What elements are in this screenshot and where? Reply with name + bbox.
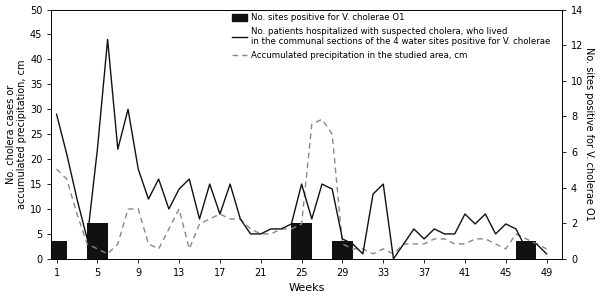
- Bar: [292, 223, 312, 259]
- Bar: [46, 241, 67, 259]
- Bar: [87, 223, 107, 259]
- Bar: [516, 241, 536, 259]
- Y-axis label: No. sites positive for V. cholerae O1: No. sites positive for V. cholerae O1: [584, 47, 595, 221]
- X-axis label: Weeks: Weeks: [289, 283, 325, 293]
- Y-axis label: No. cholera cases or
accumulated precipitation, cm: No. cholera cases or accumulated precipi…: [5, 60, 27, 209]
- Legend: No. sites positive for V. cholerae O1, No. patients hospitalized with suspected : No. sites positive for V. cholerae O1, N…: [230, 11, 553, 62]
- Bar: [332, 241, 353, 259]
